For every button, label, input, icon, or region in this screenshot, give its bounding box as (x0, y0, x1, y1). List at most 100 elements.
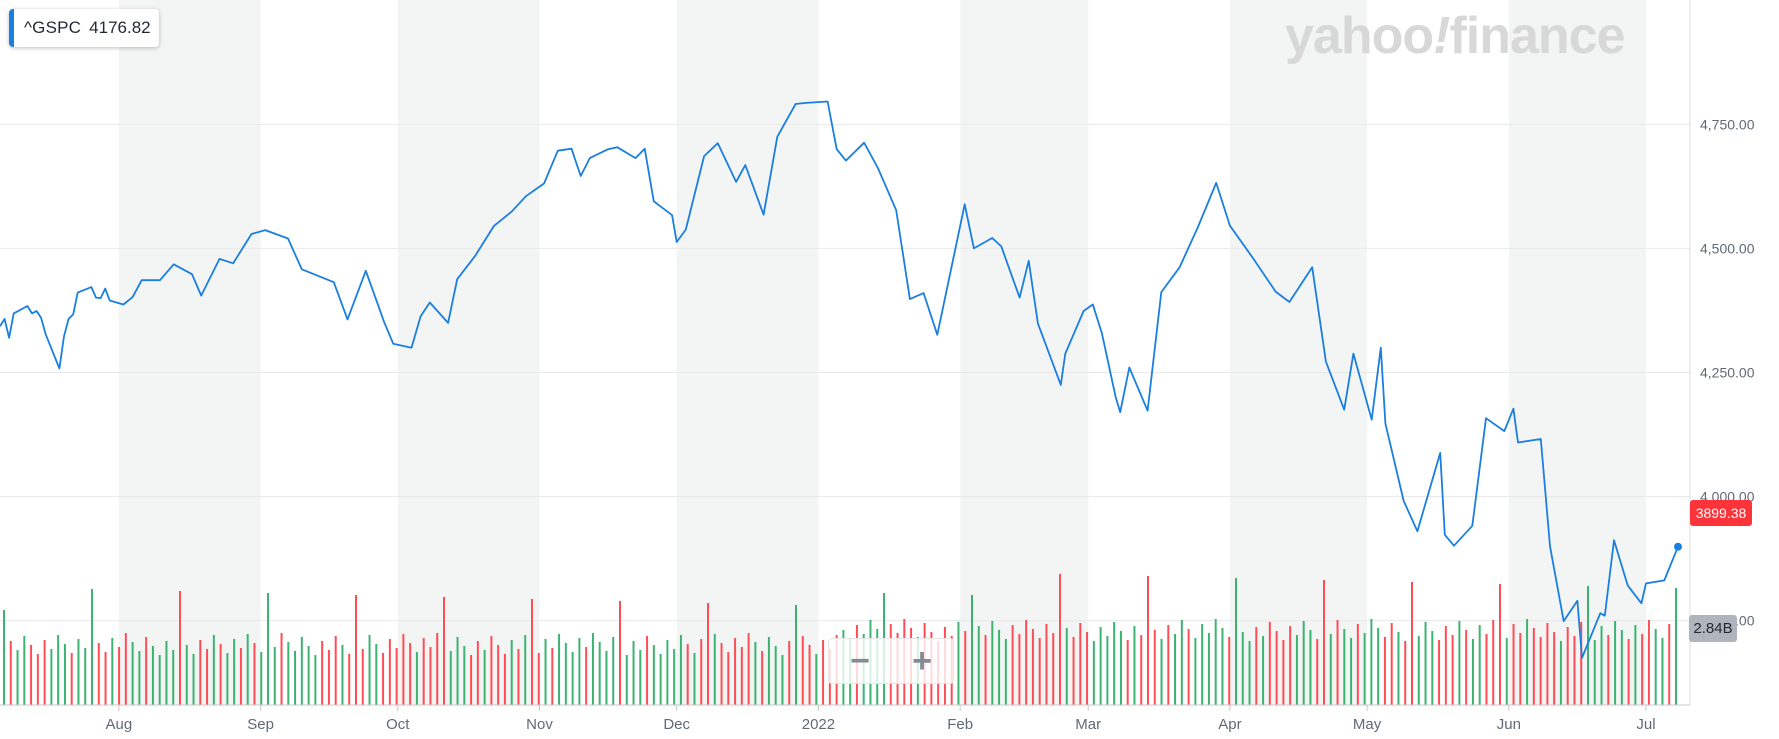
volume-bar (1539, 637, 1542, 705)
volume-bar (1397, 632, 1400, 705)
volume-bar (1180, 620, 1183, 705)
volume-bar (91, 589, 93, 705)
volume-bar (415, 652, 418, 705)
zoom-out-button[interactable]: − (850, 642, 870, 680)
volume-bar (1356, 624, 1359, 705)
y-tick-label: 4,500.00 (1700, 240, 1755, 256)
volume-bar (361, 649, 364, 705)
volume-bar (707, 603, 709, 705)
y-tick-label: 4,250.00 (1700, 365, 1755, 381)
volume-bar (625, 655, 628, 705)
volume-bar (1336, 620, 1339, 705)
volume-bar (1424, 622, 1427, 705)
volume-bar (246, 634, 249, 705)
volume-bar (1031, 629, 1034, 705)
month-band (397, 0, 540, 705)
volume-bar (1607, 635, 1610, 705)
volume-bar (503, 654, 506, 705)
volume-bar (673, 649, 676, 705)
volume-bar (1187, 629, 1190, 705)
volume-bar (36, 654, 39, 705)
volume-bar (1417, 636, 1420, 705)
volume-bar (1086, 632, 1089, 705)
volume-bar (1282, 640, 1285, 705)
volume-bar (1113, 622, 1116, 705)
volume-bar (409, 643, 412, 705)
volume-bar (476, 641, 479, 705)
volume-bar (984, 635, 987, 705)
volume-bar (1519, 633, 1522, 705)
volume-bar (375, 644, 378, 705)
volume-bar (212, 635, 215, 705)
volume-bar (490, 636, 493, 705)
volume-bar (734, 638, 737, 705)
y-tick-label: 4,750.00 (1700, 116, 1755, 132)
volume-bar (307, 646, 310, 705)
volume-bar (1194, 638, 1197, 705)
volume-bar (294, 651, 297, 705)
volume-bar (77, 639, 80, 705)
volume-bar (585, 647, 588, 705)
volume-bar (767, 637, 770, 705)
volume-bar (822, 640, 825, 705)
volume-bar (1214, 619, 1217, 705)
volume-bar (436, 633, 439, 705)
volume-bar (1654, 629, 1657, 705)
volume-bar (524, 635, 527, 705)
x-tick-label: Apr (1218, 716, 1241, 733)
volume-bar (30, 645, 33, 705)
volume-bar (1248, 641, 1251, 705)
volume-bar (1438, 640, 1441, 705)
zoom-in-button[interactable]: + (912, 642, 932, 680)
volume-bar (260, 652, 263, 705)
ticker-badge[interactable]: ^GSPC 4176.82 (9, 9, 159, 47)
volume-bar (1126, 640, 1129, 705)
x-tick-label: Nov (526, 716, 553, 733)
volume-bar (1620, 630, 1623, 705)
volume-bar (1011, 625, 1014, 705)
volume-bar (57, 635, 60, 705)
grid-lines (0, 0, 1691, 705)
volume-bar (1526, 619, 1529, 705)
volume-bar (334, 636, 337, 705)
volume-bar (781, 655, 784, 705)
volume-bar (571, 652, 574, 705)
volume-bar (1092, 641, 1095, 705)
volume-bar (43, 640, 46, 705)
volume-bar (591, 633, 594, 705)
volume-bar (1038, 638, 1041, 705)
volume-bar (463, 646, 466, 705)
volume-bar (1668, 624, 1671, 705)
volume-bar (612, 637, 615, 705)
month-band (118, 0, 261, 705)
volume-bar (300, 637, 303, 705)
volume-bar (1641, 634, 1644, 705)
volume-bar (1119, 631, 1122, 705)
volume-bar (1235, 578, 1237, 705)
volume-bar (1627, 639, 1630, 705)
volume-bar (3, 610, 5, 705)
volume-bar (1241, 632, 1244, 705)
volume-bar (1411, 582, 1413, 705)
volume-bar (605, 651, 608, 705)
volume-bar (747, 633, 750, 705)
volume-bar (199, 640, 202, 705)
volume-bar (1323, 580, 1325, 705)
volume-bar (321, 641, 324, 705)
volume-bar (382, 653, 385, 705)
volume-bar (957, 622, 960, 705)
volume-bar (443, 597, 445, 705)
logo-part-finance: finance (1449, 7, 1625, 65)
volume-bar (1268, 622, 1271, 705)
volume-bar (510, 640, 513, 705)
volume-bar (598, 642, 601, 705)
volume-bar (1377, 628, 1380, 705)
volume-bar (1004, 639, 1007, 705)
month-band (1508, 0, 1646, 705)
volume-bar (1471, 639, 1474, 705)
volume-bar (1370, 619, 1373, 705)
volume-bar (497, 645, 500, 705)
volume-bar (564, 643, 567, 705)
